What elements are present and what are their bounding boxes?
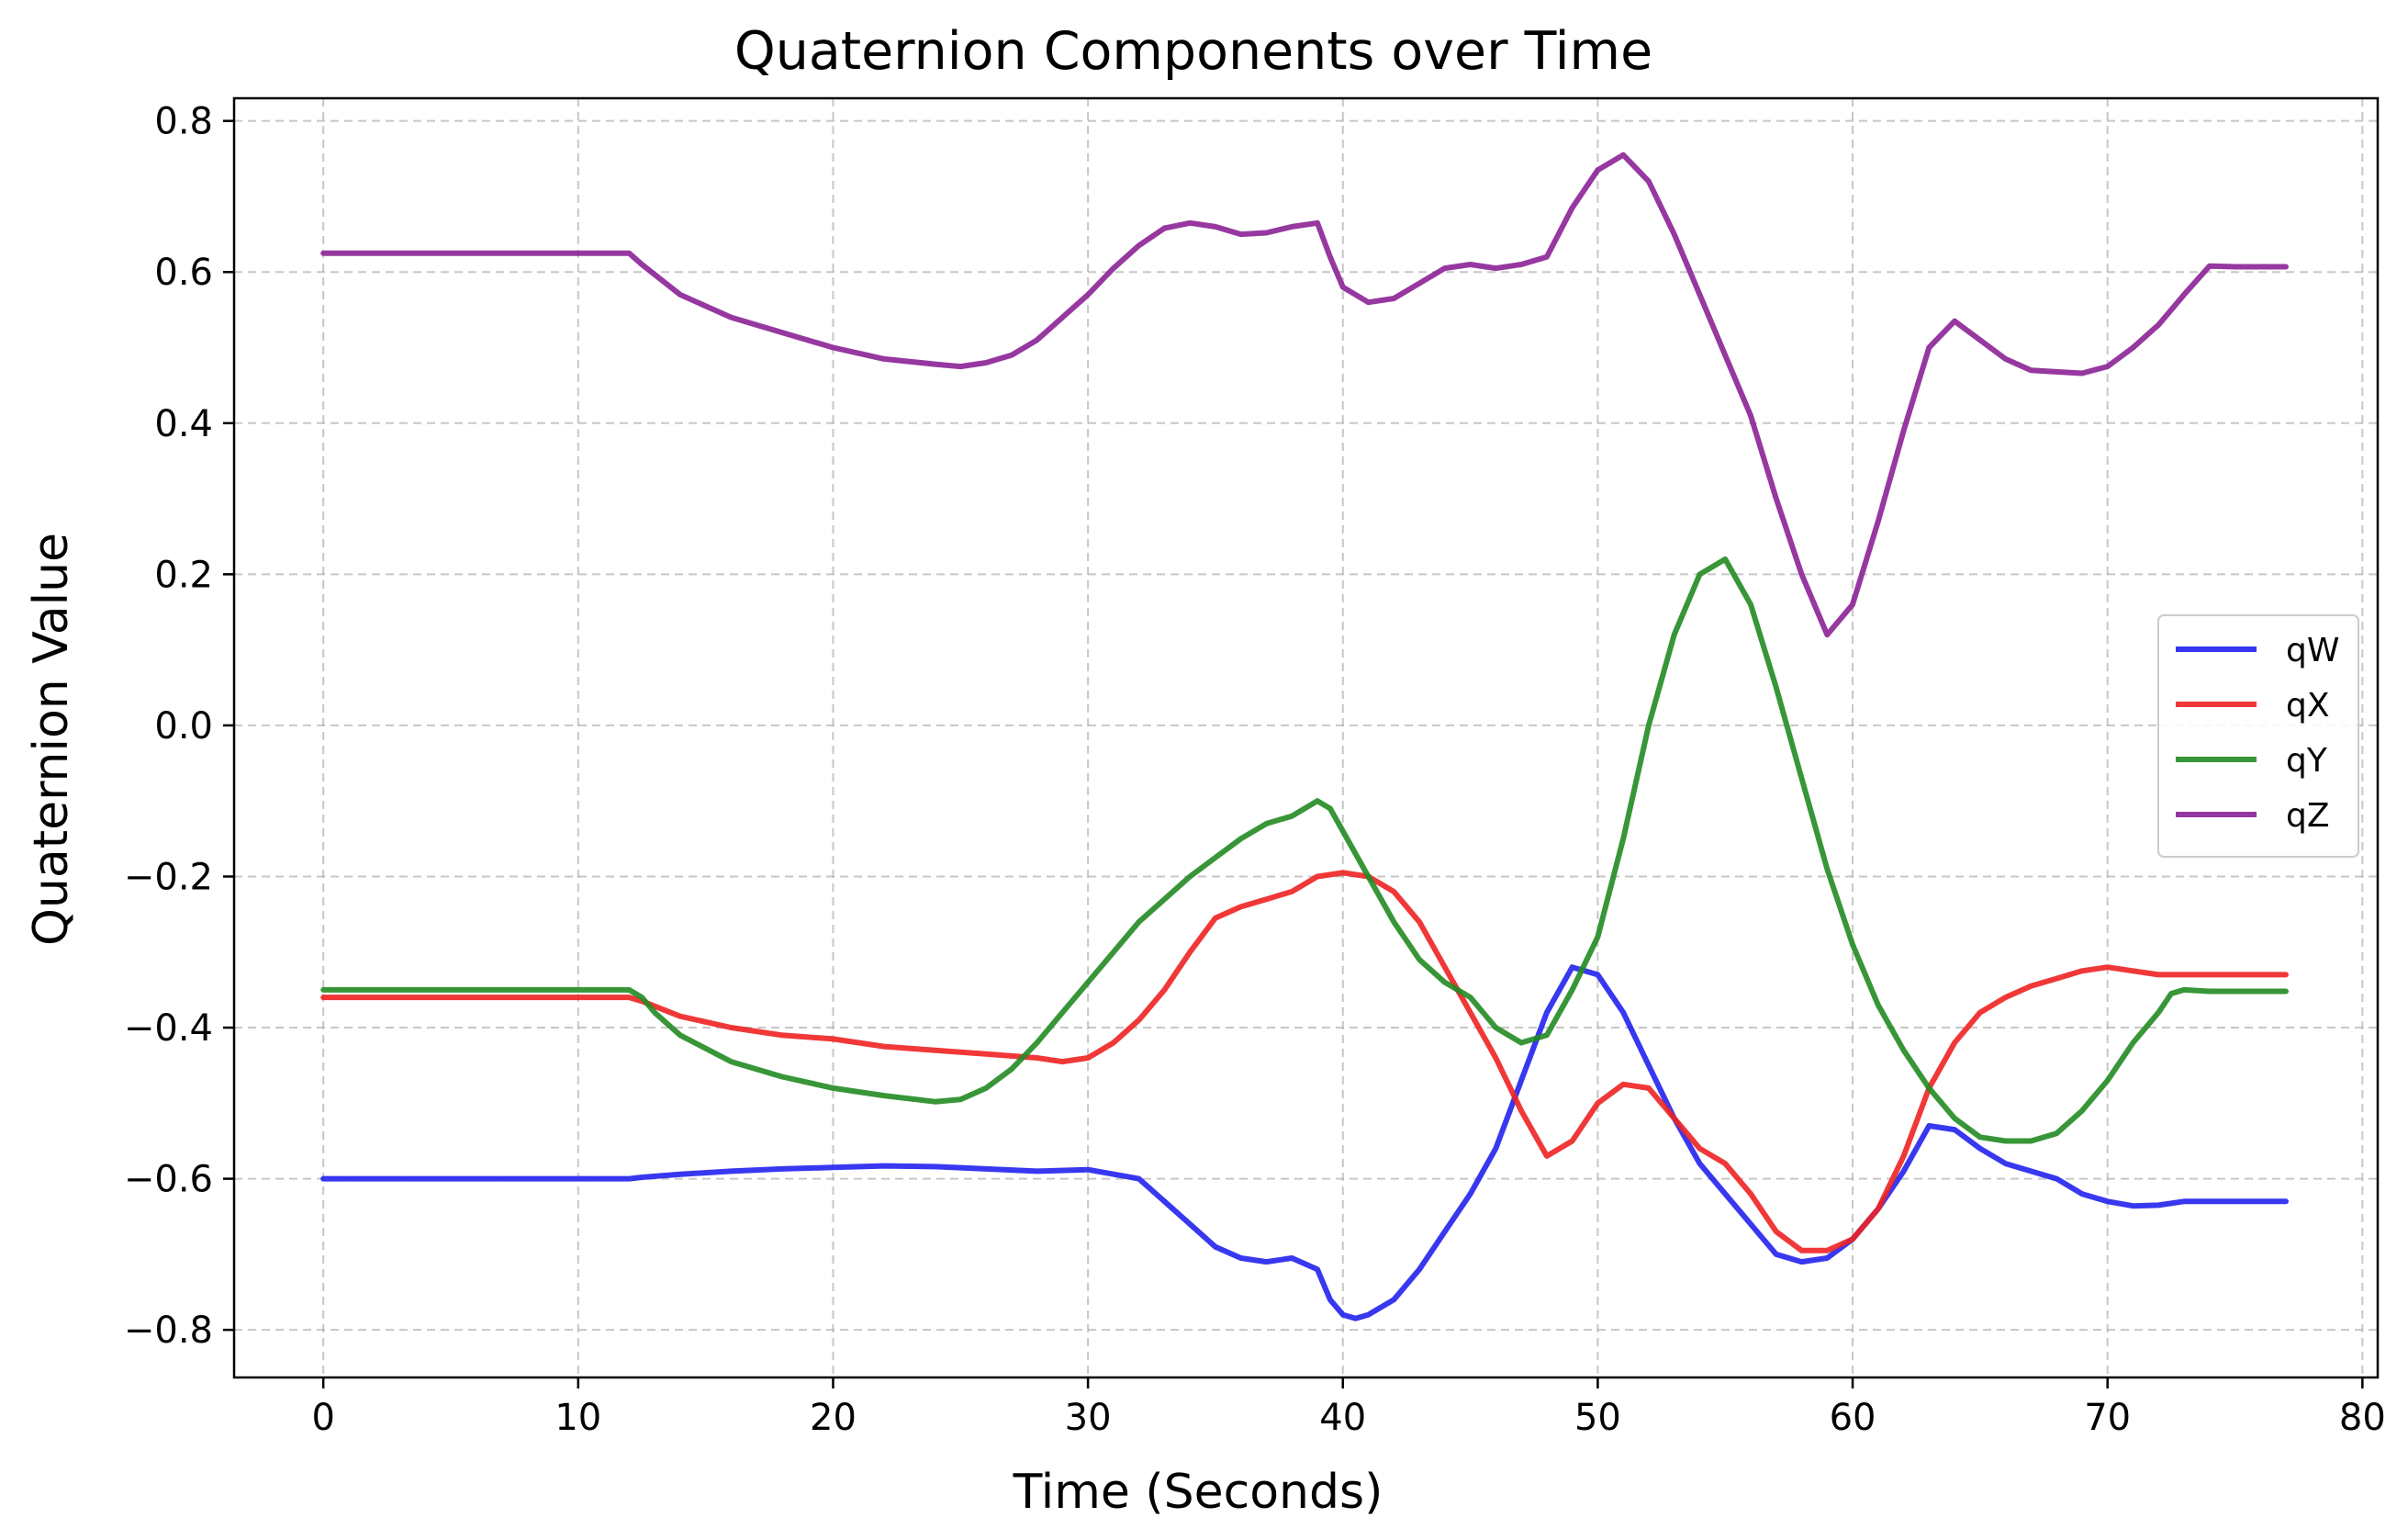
y-axis-label: Quaternion Value <box>24 533 79 946</box>
y-tick-label: 0.8 <box>154 101 213 143</box>
series-line-qy <box>320 556 2289 1144</box>
legend-entries: qW qX qY qZ <box>2176 632 2339 835</box>
y-tick-label: −0.6 <box>124 1159 213 1201</box>
y-tick-label: −0.8 <box>124 1310 213 1352</box>
x-tick-label: 30 <box>1065 1397 1112 1439</box>
series-line-qz <box>320 152 2289 638</box>
legend-box <box>2157 614 2359 858</box>
grid <box>234 98 2378 1377</box>
x-tick-label: 60 <box>1830 1397 1876 1439</box>
chart-title: Quaternion Components over Time <box>734 21 1652 82</box>
x-tick-label: 20 <box>810 1397 857 1439</box>
legend-label-qy: qY <box>2286 742 2328 780</box>
series-line-qx <box>320 870 2289 1253</box>
ticks: 0 10 20 30 40 50 60 70 80 0.8 0.6 0.4 0.2 0.0 −0.2 −0.4… <box>124 101 2386 1439</box>
series-layer <box>320 152 2289 1321</box>
x-tick-label: 40 <box>1319 1397 1366 1439</box>
legend: qW qX qY qZ <box>2157 614 2359 858</box>
y-tick-label: 0.6 <box>154 252 213 294</box>
legend-label-qx: qX <box>2286 687 2330 725</box>
x-tick-label: 70 <box>2084 1397 2131 1439</box>
y-tick-label: −0.2 <box>124 856 213 898</box>
y-tick-label: −0.4 <box>124 1007 213 1050</box>
x-axis-label: Time (Seconds) <box>1013 1465 1383 1520</box>
x-tick-label: 50 <box>1574 1397 1621 1439</box>
y-tick-label: 0.0 <box>154 705 213 748</box>
y-tick-label: 0.2 <box>154 554 213 596</box>
plot-frame <box>232 96 2380 1379</box>
x-tick-label: 10 <box>554 1397 601 1439</box>
legend-label-qw: qW <box>2286 632 2339 669</box>
legend-label-qz: qZ <box>2286 797 2330 835</box>
x-tick-label: 80 <box>2339 1397 2386 1439</box>
y-tick-label: 0.4 <box>154 403 213 445</box>
series-line-qw <box>320 964 2289 1321</box>
x-tick-label: 0 <box>311 1397 334 1439</box>
